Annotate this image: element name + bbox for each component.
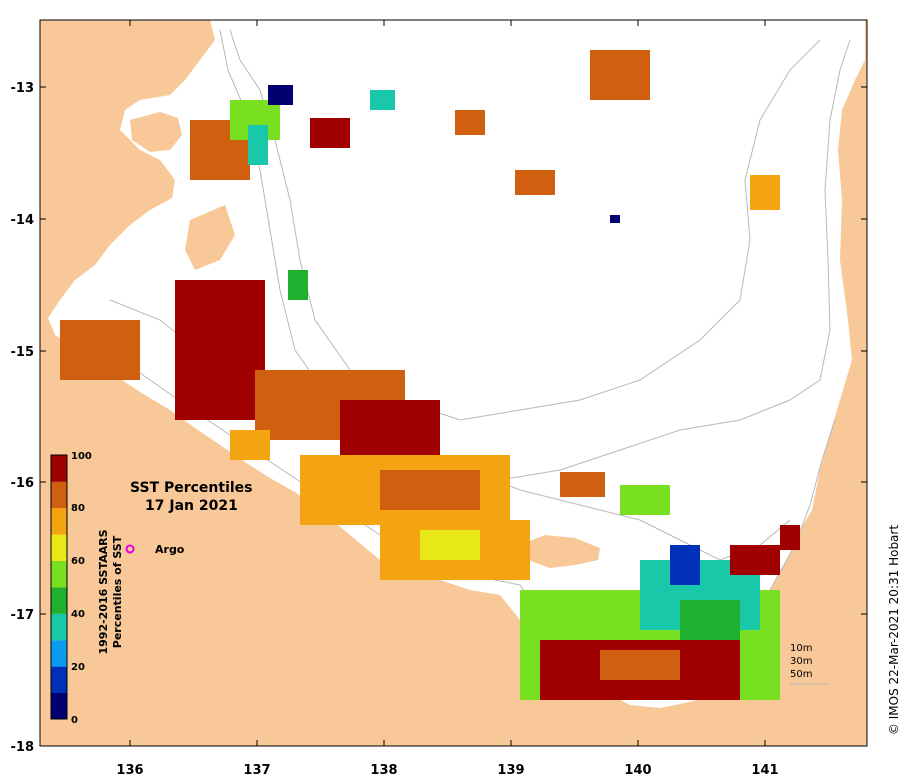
sst-patch [600,650,680,680]
sst-patch [60,320,140,380]
sst-patch [268,85,293,105]
credit-text: © IMOS 22-Mar-2021 20:31 Hobart [887,525,901,735]
sst-patch [380,470,480,510]
sst-patch [248,125,268,165]
colorbar-bin [51,455,67,482]
sst-patch [370,90,395,110]
colorbar-bin [51,640,67,667]
sst-patch [310,118,350,148]
colorbar-tick-label: 80 [71,503,85,514]
y-tick-label: -17 [11,608,35,623]
sst-patch [420,530,480,560]
y-tick-label: -14 [11,213,35,228]
argo-marker-icon [125,544,135,554]
sst-patch [730,545,780,575]
colorbar-tick-label: 60 [71,556,85,567]
map-date: 17 Jan 2021 [145,498,238,514]
colorbar-bin [51,561,67,588]
sst-patch [750,175,780,210]
x-tick-label: 137 [243,763,270,778]
colorbar-tick-label: 40 [71,609,85,620]
sst-patch [175,280,265,420]
y-tick-label: -13 [11,81,35,96]
sea-area [48,20,865,708]
y-tick-label: -16 [11,476,35,491]
colorbar-bin [51,534,67,561]
colorbar-bin [51,613,67,641]
colorbar-bin [51,508,67,535]
argo-legend-label: Argo [155,543,185,556]
y-tick-label: -15 [11,345,35,360]
contour-label-30m: 30m [790,656,812,667]
x-tick-label: 140 [624,763,651,778]
colorbar-tick-label: 100 [71,451,92,462]
colorbar-bin [51,666,67,693]
contour-label-10m: 10m [790,643,812,654]
x-tick-label: 141 [751,763,778,778]
colorbar-bin [51,587,67,614]
colorbar-bin [51,481,67,509]
sst-patch [288,270,308,300]
contour-key: 10m 30m 50m [790,643,828,685]
colorbar-bin [51,693,67,720]
y-axis [40,86,867,747]
sst-patches [60,50,800,700]
sst-patch [590,50,650,100]
sst-patch [610,215,620,223]
isobath-50m [229,29,821,421]
colorbar: 0 20 40 60 80 100 1992-2016 SSTAARS Perc… [50,451,124,726]
contour-label-50m: 50m [790,669,812,680]
x-axis [129,20,766,746]
colorbar-subtitle: Percentiles of SST [111,535,124,648]
colorbar-tick-label: 0 [71,715,78,726]
colorbar-title: 1992-2016 SSTAARS [97,529,110,654]
map-frame [39,19,868,747]
sst-patch [515,170,555,195]
sst-patch [455,110,485,135]
colorbar-tick-label: 20 [71,662,85,673]
sst-patch [230,430,270,460]
x-tick-label: 136 [116,763,143,778]
island-mornington [520,535,600,568]
isobath-30m [219,29,851,481]
sst-patch [560,472,605,497]
sst-patch [780,525,800,550]
x-tick-label: 139 [497,763,524,778]
sst-patch [670,545,700,585]
peninsula-west [185,205,235,270]
map-title: SST Percentiles [130,480,253,496]
x-tick-label: 138 [370,763,397,778]
island-groote [130,112,182,152]
y-tick-label: -18 [11,740,35,755]
sst-patch [340,400,440,460]
sst-patch [620,485,670,515]
